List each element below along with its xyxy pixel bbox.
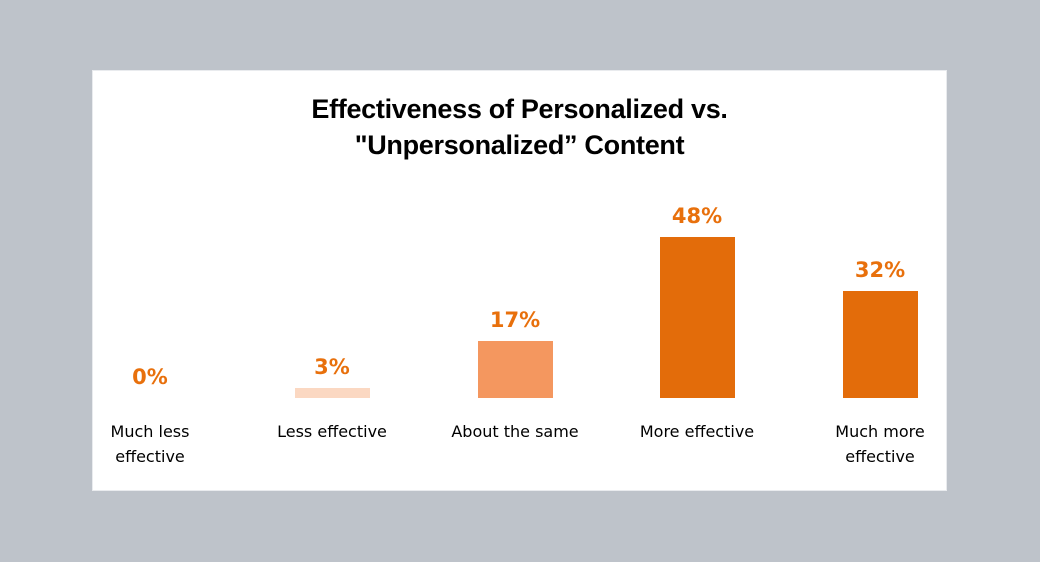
chart-column-more-effective: 48% bbox=[606, 204, 788, 398]
category-label-less-effective: Less effective bbox=[277, 422, 387, 441]
value-label: 32% bbox=[854, 258, 906, 282]
category-label-more-effective: More effective bbox=[639, 422, 755, 441]
value-label: 0% bbox=[132, 365, 168, 389]
bar-more-effective bbox=[659, 237, 735, 398]
chart-column-much-more-effective: 32% bbox=[789, 258, 971, 398]
chart-column-about-the-same: 17% bbox=[424, 308, 606, 398]
chart-column-less-effective: 3% bbox=[241, 355, 423, 398]
chart-column-much-less-effective: 0% bbox=[59, 365, 241, 398]
category-label-much-less-effective: Much less effective bbox=[110, 422, 190, 466]
bar-less-effective bbox=[294, 388, 370, 398]
value-label: 17% bbox=[489, 308, 541, 332]
plot-area: 0% 3% 17% 48% 32% Much less effective Le… bbox=[93, 71, 946, 490]
chart-title: Effectiveness of Personalized vs. "Unper… bbox=[311, 94, 728, 160]
value-label: 3% bbox=[314, 355, 350, 379]
bar-about-the-same bbox=[477, 341, 553, 398]
bar-much-more-effective bbox=[842, 291, 918, 398]
value-label: 48% bbox=[671, 204, 723, 228]
category-label-about-the-same: About the same bbox=[451, 422, 579, 441]
chart-panel: Effectiveness of Personalized vs. "Unper… bbox=[92, 70, 947, 491]
category-label-much-more-effective: Much more effective bbox=[835, 422, 925, 466]
